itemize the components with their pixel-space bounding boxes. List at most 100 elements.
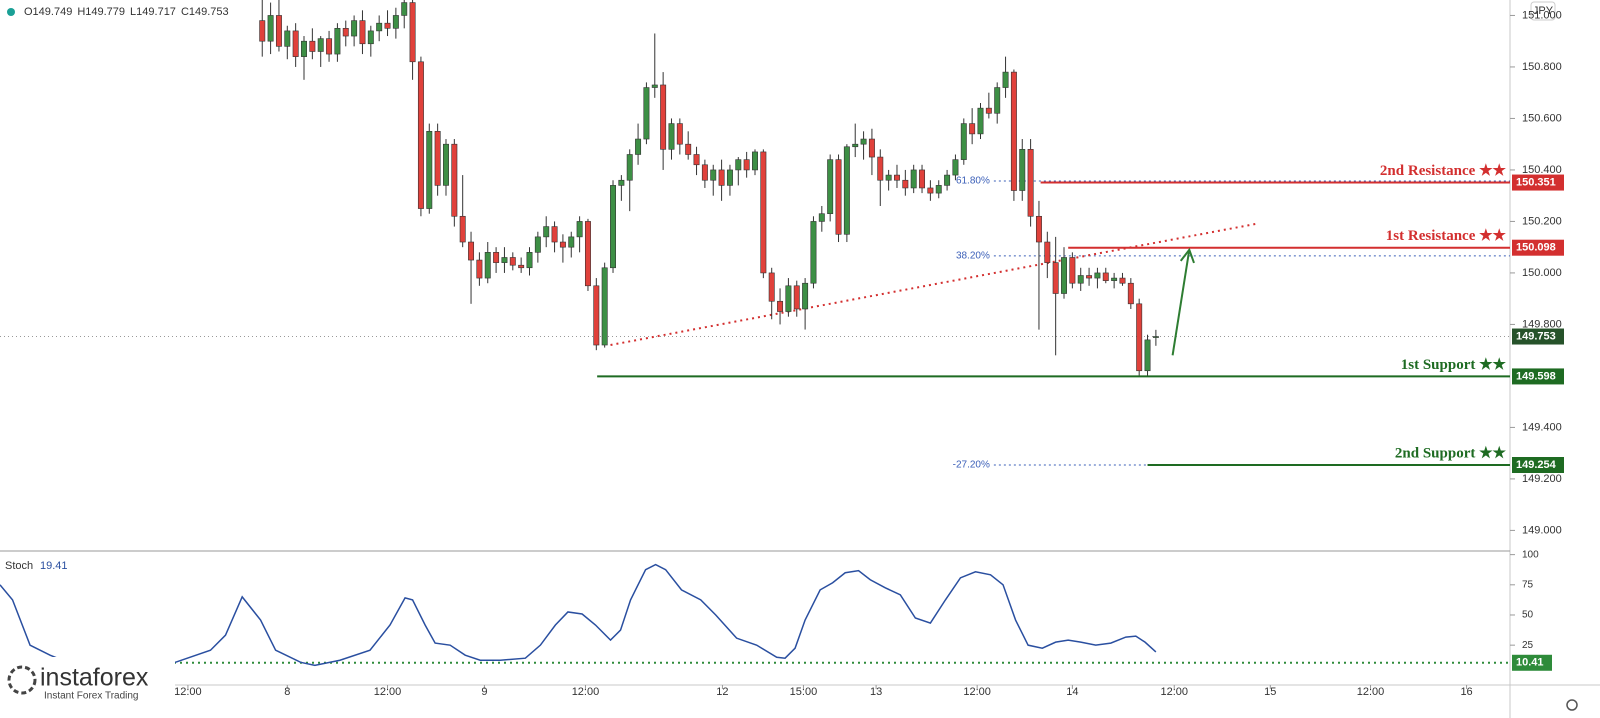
y-tick-label: 151.000 [1522,9,1562,21]
candle-body [426,131,433,209]
candle-body [601,267,608,346]
candle-body [802,282,809,310]
y-tick-label: 150.400 [1522,164,1562,176]
fib-label: 38.20% [956,251,990,262]
candle-body [868,138,875,158]
candle-body [284,30,291,47]
level-price-box [1512,239,1564,256]
candle-body [1027,149,1034,217]
candle-body [685,143,692,155]
settings-icon[interactable] [1566,699,1578,711]
level-price: 149.598 [1516,370,1556,382]
logo-backdrop [0,657,175,703]
candle-body [1152,336,1159,338]
x-tick-label: 15:00 [790,686,818,698]
candle-body [1144,339,1151,372]
candle-body [676,123,683,145]
candle-body [1035,215,1042,243]
candle-body [726,169,733,186]
level-label: 2nd Support ★★ [1395,445,1507,461]
candle-body [401,2,408,16]
candle-body [668,123,675,150]
candle-body [768,272,775,302]
logo-icon [7,665,37,695]
stoch-name: Stoch [5,560,33,572]
candle-body [543,226,550,238]
level-price: 150.098 [1516,242,1556,254]
candle-body [468,241,475,261]
candle-body [576,221,583,238]
x-tick-label: 12 [716,686,728,698]
candle-body [1136,303,1143,372]
symbol: JPY [1533,5,1554,17]
candle-body [493,252,500,263]
candle-body [526,252,533,269]
x-tick-label: 9 [481,686,487,698]
logo-name: instaforex [40,664,149,692]
candle-body [793,285,800,310]
candle-body [944,174,951,186]
level-price-box [1512,174,1564,191]
candle-body [852,143,859,148]
candle-body [1019,149,1026,191]
ohlc-value: L149.717 [130,6,176,18]
candle-body [359,20,366,45]
candle-body [1127,282,1134,305]
candle-body [994,87,1001,114]
candle-body [568,236,575,248]
candle-body [610,185,616,269]
candle-body [952,159,959,176]
candle-body [392,15,399,29]
current-price-label: 149.753 [1516,330,1556,342]
level-price: 149.254 [1516,459,1557,471]
stoch-level-box [1512,654,1552,671]
candle-body [351,20,358,37]
candle-body [1061,257,1067,294]
x-tick-label: 13 [870,686,882,698]
candle-body [534,236,541,253]
arrow [1171,249,1191,356]
stoch-line [0,563,1157,669]
x-tick-label: 8 [284,686,290,698]
candle-body [902,179,909,189]
candle-body [451,143,458,217]
candle-body [643,87,650,140]
candle-body [367,30,374,45]
level-price: 150.351 [1516,176,1556,188]
candle-body [718,169,725,186]
stoch-tick-label: 100 [1522,549,1539,560]
y-tick-label: 149.000 [1522,524,1562,536]
candle-body [275,15,282,47]
candle-body [1069,257,1076,284]
candle-body [593,285,600,346]
candle-body [843,146,850,235]
x-tick-label: 12:00 [572,686,600,698]
candle-body [977,107,984,135]
x-tick-label: 12:00 [374,686,402,698]
symbol-badge [1530,1,1556,21]
y-tick-label: 149.800 [1522,318,1562,330]
x-tick-label: 14 [1066,686,1078,698]
candle-body [551,226,558,243]
candle-body [877,156,884,181]
ohlc-value: C149.753 [181,6,229,18]
candle-body [660,84,667,150]
candle-body [384,22,391,29]
candle-body [1102,272,1109,281]
status-dot [7,8,15,16]
x-tick-label: 16 [1460,686,1472,698]
candle-body [409,2,416,63]
candle-body [1052,262,1059,294]
ohlc-value: O149.749 [24,6,72,18]
candle-body [710,169,717,181]
candle-body [626,154,633,181]
candle-body [810,221,817,284]
candle-body [301,40,307,57]
candle-body [960,123,967,160]
candle-body [1077,275,1084,284]
candle-body [835,159,842,235]
current-price-box [1512,328,1564,345]
candle-body [635,138,642,155]
y-tick-label: 150.200 [1522,215,1562,227]
candle-body [1044,241,1051,263]
